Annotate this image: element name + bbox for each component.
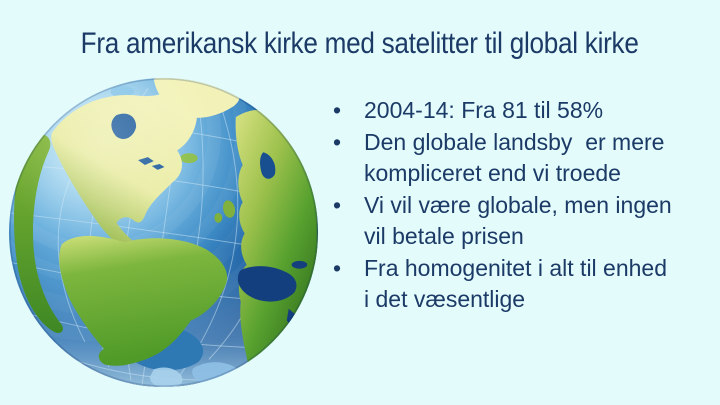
bullet-text: 2004-14: Fra 81 til 58% [364, 97, 604, 123]
bullet-text: Fra homogenitet i alt til enhed i det væ… [364, 254, 668, 313]
globe-graphic [8, 77, 319, 388]
bullet-list: • 2004-14: Fra 81 til 58% • Den globale … [333, 95, 707, 316]
slide-title: Fra amerikansk kirke med satelitter til … [0, 27, 720, 61]
bullet-marker: • [333, 128, 342, 155]
bullet-item: • Vi vil være globale, men ingen vil bet… [333, 190, 707, 253]
bullet-item: • Den globale landsby er mere komplicere… [333, 127, 707, 190]
slide-title-text: Fra amerikansk kirke med satelitter til … [81, 27, 639, 60]
bullet-marker: • [333, 254, 342, 281]
bullet-marker: • [333, 191, 342, 218]
globe-image [7, 72, 320, 393]
bullet-item: • Fra homogenitet i alt til enhed i det … [333, 253, 707, 316]
bullet-marker: • [333, 97, 342, 123]
bullet-text: Vi vil være globale, men ingen vil betal… [364, 191, 672, 250]
bullet-item: • 2004-14: Fra 81 til 58% [333, 95, 707, 127]
bullet-text: Den globale landsby er mere kompliceret … [364, 128, 665, 187]
